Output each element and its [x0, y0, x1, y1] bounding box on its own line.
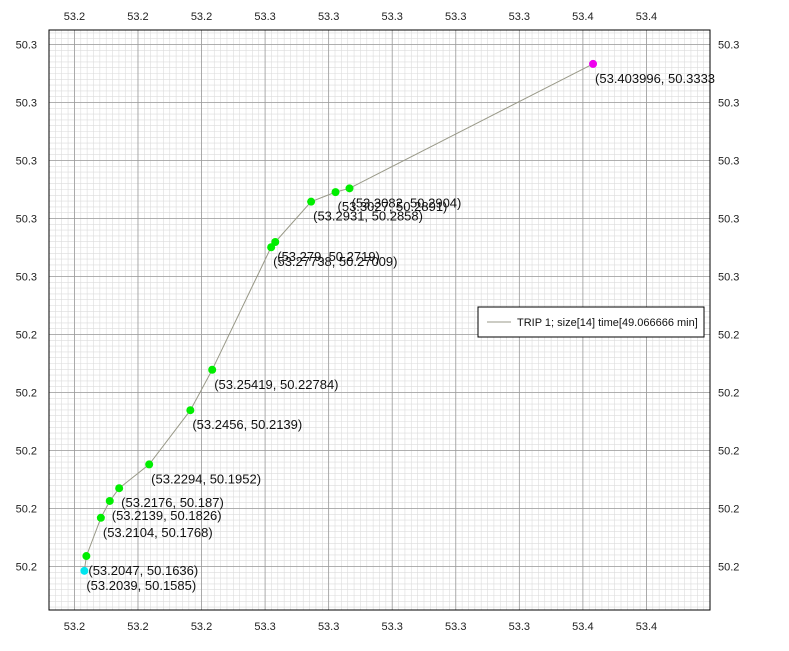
y-tick-label-right: 50.2: [718, 504, 739, 516]
data-point-label: (53.2931, 50.2858): [313, 209, 423, 224]
minor-grid: [48, 30, 711, 610]
y-tick-label-left: 50.2: [16, 388, 37, 400]
y-tick-label-left: 50.3: [16, 272, 37, 284]
x-tick-label-bottom: 53.4: [636, 621, 657, 633]
legend: TRIP 1; size[14] time[49.066666 min]: [477, 306, 705, 338]
x-tick-label-bottom: 53.3: [254, 621, 275, 633]
x-tick-label-bottom: 53.2: [64, 621, 85, 633]
data-point-label: (53.2176, 50.187): [121, 495, 224, 510]
data-point: [331, 188, 340, 197]
y-axis-ticks: 50.2 50.2 50.2 50.2 50.2 50.2 50.2 50.2 50.2 50.2…: [16, 40, 740, 574]
y-tick-label-left: 50.3: [16, 40, 37, 52]
data-point: [589, 59, 598, 68]
x-tick-label-bottom: 53.3: [509, 621, 530, 633]
y-tick-label-right: 50.3: [718, 272, 739, 284]
data-point-label: (53.2104, 50.1768): [103, 525, 213, 540]
y-tick-label-left: 50.3: [16, 156, 37, 168]
data-point: [105, 496, 114, 505]
x-tick-label-bottom: 53.2: [191, 621, 212, 633]
data-point-label: (53.3082, 50.2904): [352, 195, 462, 210]
x-tick-label-top: 53.4: [636, 11, 657, 23]
data-point-label: (53.403996, 50.3333: [595, 71, 715, 86]
x-tick-label-top: 53.4: [572, 11, 593, 23]
data-point-label: (53.2456, 50.2139): [192, 417, 302, 432]
data-point-label: (53.2039, 50.1585): [86, 578, 196, 593]
data-point-label: (53.27738, 50.27009): [273, 254, 397, 269]
data-point: [96, 513, 105, 522]
x-tick-label-bottom: 53.2: [127, 621, 148, 633]
x-tick-label-top: 53.3: [509, 11, 530, 23]
data-point-label: (53.2294, 50.1952): [151, 471, 261, 486]
x-tick-label-top: 53.2: [191, 11, 212, 23]
legend-entry-label: TRIP 1; size[14] time[49.066666 min]: [517, 317, 698, 329]
data-point-label: (53.2047, 50.1636): [88, 563, 198, 578]
y-tick-label-right: 50.3: [718, 214, 739, 226]
data-point: [186, 406, 195, 415]
x-tick-label-bottom: 53.4: [572, 621, 593, 633]
x-axis-ticks: 53.2 53.2 53.2 53.2 53.2 53.2 53.3 53.3 53.3 53.3…: [64, 11, 657, 633]
x-tick-label-top: 53.3: [318, 11, 339, 23]
y-tick-label-left: 50.3: [16, 98, 37, 110]
y-tick-label-right: 50.2: [718, 388, 739, 400]
data-point: [307, 197, 316, 206]
y-tick-label-right: 50.3: [718, 40, 739, 52]
x-tick-label-bottom: 53.3: [382, 621, 403, 633]
y-tick-label-right: 50.3: [718, 98, 739, 110]
data-point: [115, 484, 124, 493]
x-tick-label-bottom: 53.3: [445, 621, 466, 633]
y-tick-label-right: 50.2: [718, 446, 739, 458]
data-point-label: (53.3027, 50.2891): [338, 199, 448, 214]
data-point: [345, 184, 354, 193]
data-point: [145, 460, 154, 469]
data-point-label: (53.2139, 50.1826): [112, 508, 222, 523]
y-tick-label-left: 50.2: [16, 562, 37, 574]
y-tick-label-right: 50.3: [718, 156, 739, 168]
x-tick-label-bottom: 53.3: [318, 621, 339, 633]
data-point: [271, 237, 280, 246]
data-point-label: (53.279, 50.2719): [277, 249, 380, 264]
legend-box: [477, 306, 705, 338]
data-point: [208, 365, 217, 374]
x-tick-label-top: 53.3: [445, 11, 466, 23]
y-tick-label-right: 50.2: [718, 330, 739, 342]
plot-area-frame: [48, 29, 711, 611]
y-tick-label-left: 50.2: [16, 330, 37, 342]
x-tick-label-top: 53.3: [382, 11, 403, 23]
x-tick-label-top: 53.2: [127, 11, 148, 23]
series-layer: (53.2039, 50.1585)(53.2047, 50.1636) (53.…: [80, 59, 715, 593]
x-tick-label-top: 53.2: [64, 11, 85, 23]
x-tick-label-top: 53.3: [254, 11, 275, 23]
data-point: [82, 552, 91, 561]
y-tick-label-left: 50.3: [16, 214, 37, 226]
y-tick-label-left: 50.2: [16, 504, 37, 516]
data-point-label: (53.25419, 50.22784): [214, 377, 338, 392]
y-tick-label-right: 50.2: [718, 562, 739, 574]
y-tick-label-left: 50.2: [16, 446, 37, 458]
data-point: [80, 566, 89, 575]
